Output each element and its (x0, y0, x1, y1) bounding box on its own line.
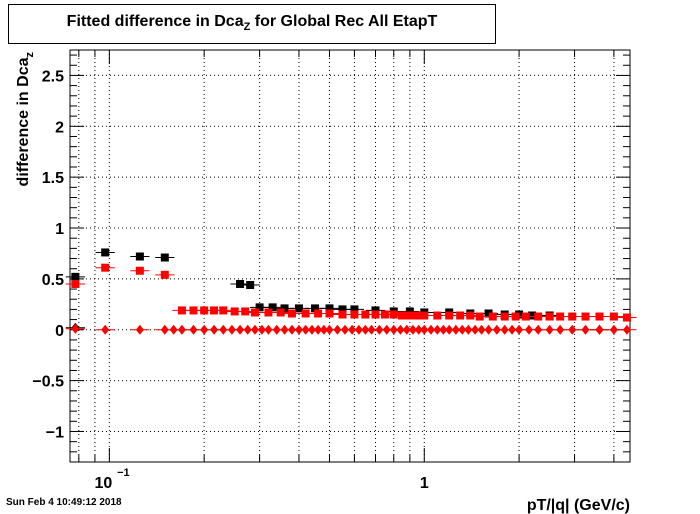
data-point-square (301, 309, 310, 318)
data-point-square (311, 304, 320, 313)
data-point-square (276, 308, 285, 317)
data-point-square (71, 272, 80, 281)
data-point-square (219, 306, 228, 315)
data-point-square (200, 306, 209, 315)
chart-title-box: Fitted difference in DcaZ for Global Rec… (8, 4, 496, 44)
data-point-diamond (189, 324, 198, 335)
data-point-diamond (581, 324, 590, 335)
y-tick-label: 1.5 (42, 170, 64, 187)
data-point-diamond (595, 324, 604, 335)
data-point-square (135, 252, 144, 261)
data-point-square (361, 310, 370, 319)
data-point-square (466, 311, 475, 320)
data-point-square (241, 307, 250, 316)
data-point-square (160, 253, 169, 262)
y-tick-label: 0 (55, 323, 64, 340)
data-point-diamond (101, 324, 110, 335)
data-point-diamond (71, 323, 80, 334)
data-point-square (268, 303, 277, 312)
data-point-square (236, 279, 245, 288)
chart-title-main: Fitted difference in Dca (66, 13, 244, 30)
data-point-square (534, 312, 543, 321)
data-point-diamond (515, 324, 524, 335)
data-point-diamond (568, 324, 577, 335)
data-point-square (511, 312, 520, 321)
data-point-square (264, 308, 273, 317)
data-point-square (420, 311, 429, 320)
data-point-square (521, 312, 530, 321)
data-point-square (445, 311, 454, 320)
data-point-diamond (135, 324, 144, 335)
chart-title: Fitted difference in DcaZ for Global Rec… (9, 13, 495, 33)
data-point-square (595, 312, 604, 321)
data-point-square (230, 307, 239, 316)
data-point-square (484, 309, 493, 318)
data-point-square (280, 304, 289, 313)
data-point-square (350, 310, 359, 319)
data-point-square (371, 306, 380, 315)
data-point-diamond (200, 324, 209, 335)
data-point-square (475, 312, 484, 321)
data-point-square (456, 311, 465, 320)
data-point-square (314, 309, 323, 318)
x-tick-exponent: −1 (117, 467, 130, 479)
x-tick-label: 10 (94, 475, 112, 492)
data-point-square (71, 279, 80, 288)
data-point-square (135, 266, 144, 275)
data-point-square (581, 312, 590, 321)
data-point-square (389, 310, 398, 319)
data-point-square (101, 263, 110, 272)
data-point-square (177, 306, 186, 315)
data-point-square (160, 270, 169, 279)
y-tick-label: 0.5 (42, 272, 64, 289)
timestamp: Sun Feb 4 10:49:12 2018 (6, 497, 122, 508)
data-point-square (545, 312, 554, 321)
y-tick-label: 2 (55, 119, 64, 136)
data-point-square (500, 312, 509, 321)
data-point-square (294, 304, 303, 313)
data-point-square (622, 313, 631, 322)
data-point-diamond (534, 324, 543, 335)
data-point-square (350, 305, 359, 314)
y-axis-title-subscript: z (24, 52, 36, 58)
data-point-diamond (556, 324, 565, 335)
data-point-square (287, 309, 296, 318)
data-point-square (568, 312, 577, 321)
chart-title-subscript: Z (243, 21, 251, 34)
chart-title-suffix: for Global Rec All EtapT (250, 13, 438, 30)
y-tick-label: −1 (46, 424, 64, 441)
data-point-diamond (177, 324, 186, 335)
data-point-square (488, 312, 497, 321)
data-point-diamond (622, 324, 631, 335)
y-tick-label: −0.5 (32, 374, 64, 391)
y-tick-label: 2.5 (42, 68, 64, 85)
y-axis-title: difference in Dcaz (15, 52, 36, 187)
data-point-square (250, 308, 259, 317)
data-point-square (246, 280, 255, 289)
data-point-square (325, 304, 334, 313)
data-point-square (405, 307, 414, 316)
data-point-square (101, 248, 110, 257)
data-point-square (433, 311, 442, 320)
data-point-square (189, 306, 198, 315)
plot-frame (69, 49, 631, 463)
data-point-square (556, 312, 565, 321)
data-point-square (255, 303, 264, 312)
data-point-square (338, 310, 347, 319)
data-point-diamond (545, 324, 554, 335)
data-point-diamond (609, 324, 618, 335)
data-point-square (325, 309, 334, 318)
x-axis-title: pT/|q| (GeV/c) (527, 497, 630, 514)
x-tick-label: 1 (420, 475, 429, 492)
data-point-square (528, 311, 537, 320)
data-point-square (609, 312, 618, 321)
data-point-square (338, 305, 347, 314)
y-tick-label: 1 (55, 221, 64, 238)
